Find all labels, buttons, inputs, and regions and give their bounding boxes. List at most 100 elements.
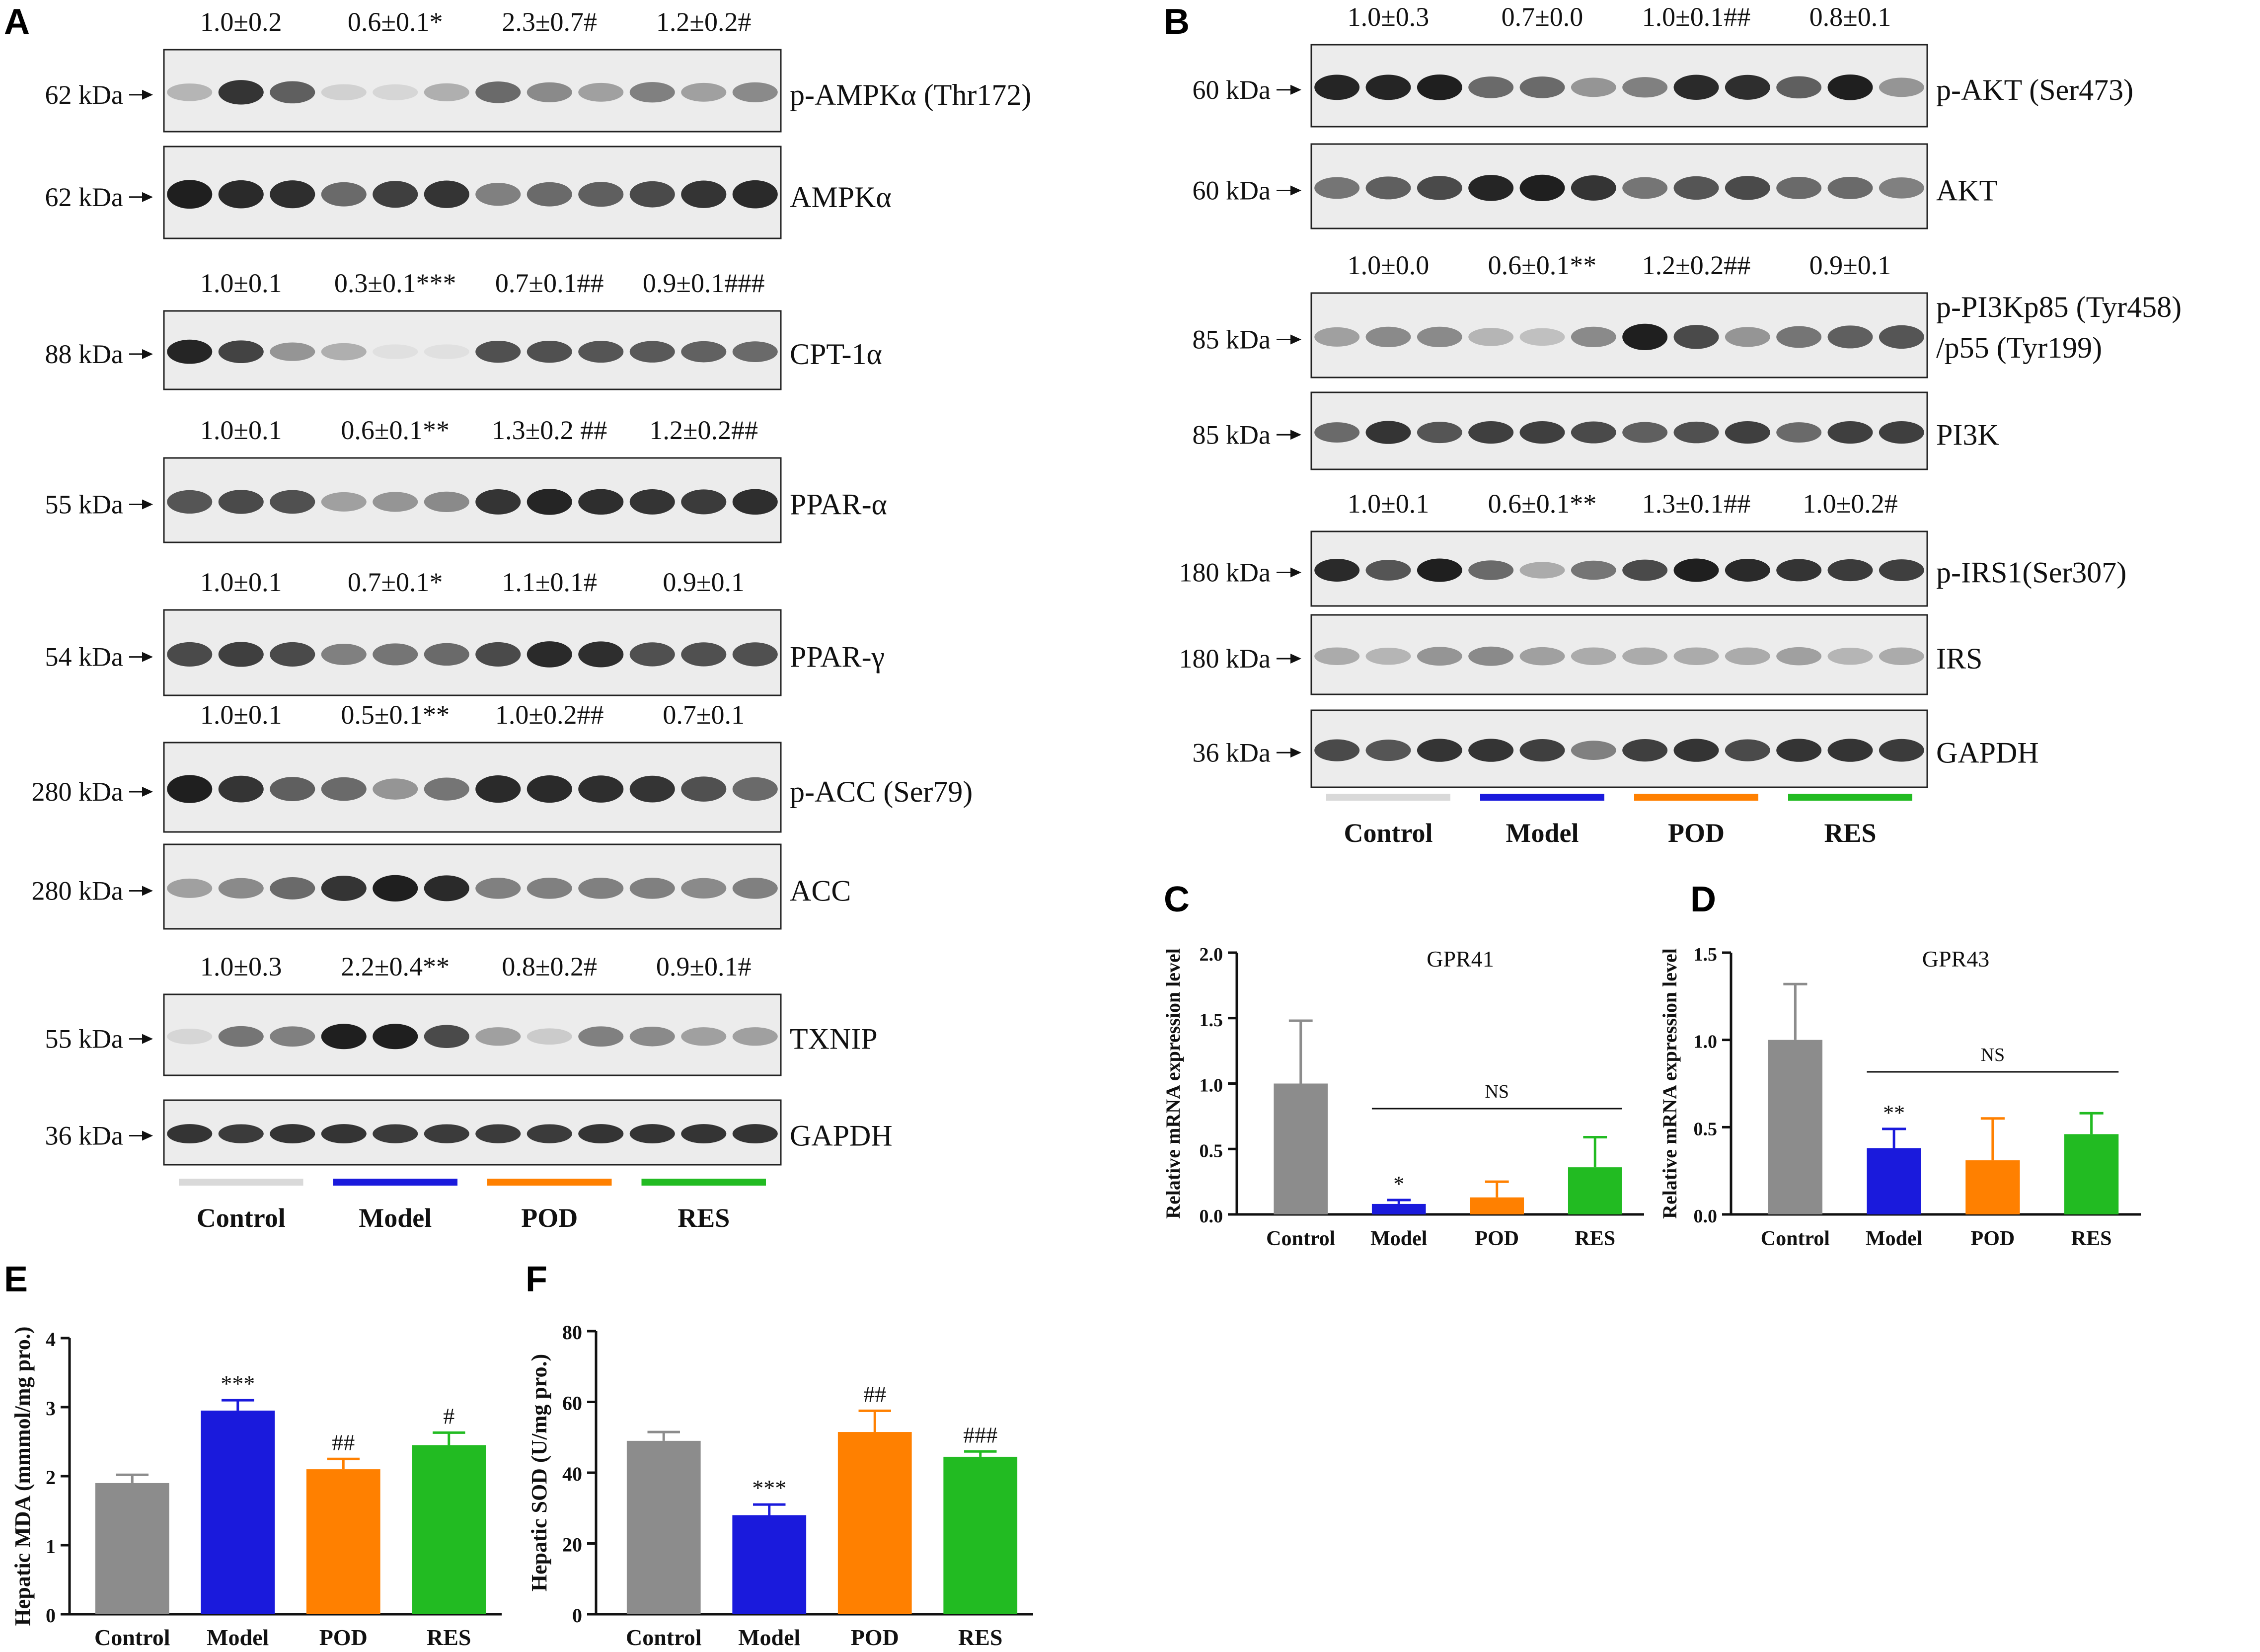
- blot-quant-value: 0.7±0.1*: [348, 567, 443, 597]
- blot-band: [167, 878, 213, 898]
- significance-mark: ##: [863, 1381, 886, 1407]
- kda-marker-label: 88 kDa: [45, 339, 123, 369]
- blot-band: [681, 878, 727, 899]
- x-category-label: Control: [1761, 1227, 1830, 1250]
- blot-band: [1879, 325, 1924, 349]
- blot-band: [373, 344, 418, 359]
- blot-band: [527, 489, 572, 515]
- blot-band: [1725, 176, 1770, 200]
- kda-arrow-head: [142, 192, 153, 202]
- kda-marker-label: 60 kDa: [1193, 176, 1271, 206]
- y-axis-label: Hepatic MDA (mmmol/mg pro.): [10, 1327, 35, 1626]
- blot-band: [1314, 422, 1360, 443]
- y-tick-label: 0: [572, 1604, 582, 1627]
- blot-band: [1519, 174, 1565, 202]
- kda-arrow-head: [142, 652, 153, 662]
- x-category-label: RES: [427, 1625, 471, 1650]
- x-category-label: Control: [94, 1625, 170, 1650]
- blot-band: [1879, 739, 1924, 762]
- blot-quant-value: 2.2±0.4**: [341, 952, 450, 981]
- blot-band: [1879, 177, 1924, 199]
- significance-mark: **: [1883, 1101, 1905, 1125]
- blot-band: [218, 1124, 264, 1143]
- bar-control: [1768, 1040, 1823, 1214]
- kda-marker-label: 55 kDa: [45, 490, 123, 520]
- blot-band: [1673, 739, 1719, 762]
- kda-marker-label: 36 kDa: [45, 1121, 123, 1151]
- y-axis-label: Relative mRNA expression level: [1658, 948, 1681, 1219]
- significance-mark: #: [443, 1403, 454, 1428]
- kda-arrow-head: [1290, 185, 1301, 196]
- significance-mark: ***: [221, 1371, 255, 1396]
- blot-quant-value: 1.2±0.2#: [656, 7, 752, 37]
- x-category-label: Model: [1866, 1227, 1922, 1250]
- kda-arrow-head: [142, 1130, 153, 1141]
- bar-model: [1371, 1203, 1426, 1214]
- kda-arrow-head: [142, 886, 153, 896]
- kda-arrow-head: [142, 1034, 153, 1044]
- blot-band: [629, 341, 675, 363]
- blot-band: [1622, 77, 1668, 98]
- blot-band: [732, 341, 778, 363]
- blot-band: [681, 1027, 727, 1046]
- blot-band: [1314, 327, 1360, 347]
- blot-band: [1468, 646, 1514, 666]
- blot-band: [1673, 176, 1719, 200]
- y-tick-label: 4: [46, 1328, 56, 1351]
- protein-label: GAPDH: [1936, 736, 2039, 769]
- x-category-label: Model: [207, 1625, 269, 1650]
- blot-band: [373, 643, 418, 666]
- blot-band: [475, 81, 521, 103]
- blot-band: [527, 775, 572, 803]
- blot-band: [475, 642, 521, 667]
- y-tick-label: 0.5: [1694, 1119, 1718, 1139]
- blot-strip: [163, 742, 782, 833]
- blot-quant-value: 0.9±0.1#: [656, 952, 752, 981]
- blot-band: [424, 1124, 469, 1143]
- blot-band: [218, 490, 264, 514]
- chart-title: GPR43: [1922, 946, 1989, 972]
- significance-mark: ##: [332, 1429, 355, 1455]
- blot-band: [218, 775, 264, 803]
- kda-marker-label: 55 kDa: [45, 1024, 123, 1054]
- panel-f-chart: F 0 20 40 60 80 Hepatic SOD (U/mg pro.) Control…: [526, 1260, 1033, 1650]
- blot-band: [629, 642, 675, 667]
- blot-strip: [163, 146, 782, 239]
- blot-quant-value: 0.9±0.1###: [643, 268, 765, 298]
- blot-band: [167, 339, 213, 364]
- blot-strip: [163, 993, 782, 1076]
- kda-arrow-head: [1290, 567, 1301, 578]
- bar-res: [2064, 1134, 2119, 1214]
- y-tick-label: 0.0: [1694, 1206, 1718, 1227]
- blot-band: [1365, 75, 1411, 100]
- panel-b: B 1.0±0.3 0.7±0.0 1.0±0.1## 0.8±0.1 60 kDa p-A…: [1164, 2, 2182, 848]
- blot-band: [424, 1025, 469, 1048]
- blot-band: [1673, 558, 1719, 582]
- blot-band: [1673, 75, 1719, 100]
- blot-band: [1519, 739, 1565, 762]
- blot-band: [629, 775, 675, 803]
- blot-band: [732, 180, 778, 209]
- blot-band: [424, 344, 469, 359]
- blot-band: [1365, 560, 1411, 581]
- protein-label: IRS: [1936, 642, 1982, 675]
- group-label-control: Control: [197, 1203, 286, 1233]
- blot-quant-value: 0.9±0.1: [663, 567, 745, 597]
- blot-band: [578, 878, 624, 899]
- blot-band: [1314, 177, 1360, 199]
- kda-marker-label: 85 kDa: [1193, 420, 1271, 450]
- blot-band: [270, 877, 315, 900]
- panel-e-chart: E 0 1 2 3 4 Hepatic MDA (mmmol/mg pro.) Control…: [4, 1260, 502, 1650]
- group-label-model: Model: [359, 1203, 432, 1233]
- blot-band: [1417, 558, 1462, 582]
- bar-res: [412, 1445, 486, 1614]
- blot-quant-value: 1.3±0.1##: [1642, 489, 1751, 519]
- panel-label-a: A: [4, 2, 30, 42]
- blot-band: [1468, 328, 1514, 346]
- blot-band: [732, 82, 778, 102]
- blot-band: [732, 878, 778, 899]
- panel-c-chart: C 0.0 0.5 1.0 1.5 2.0 Relative mRNA expression…: [1162, 880, 1644, 1250]
- blot-band: [1827, 325, 1873, 349]
- blot-band: [1417, 74, 1462, 100]
